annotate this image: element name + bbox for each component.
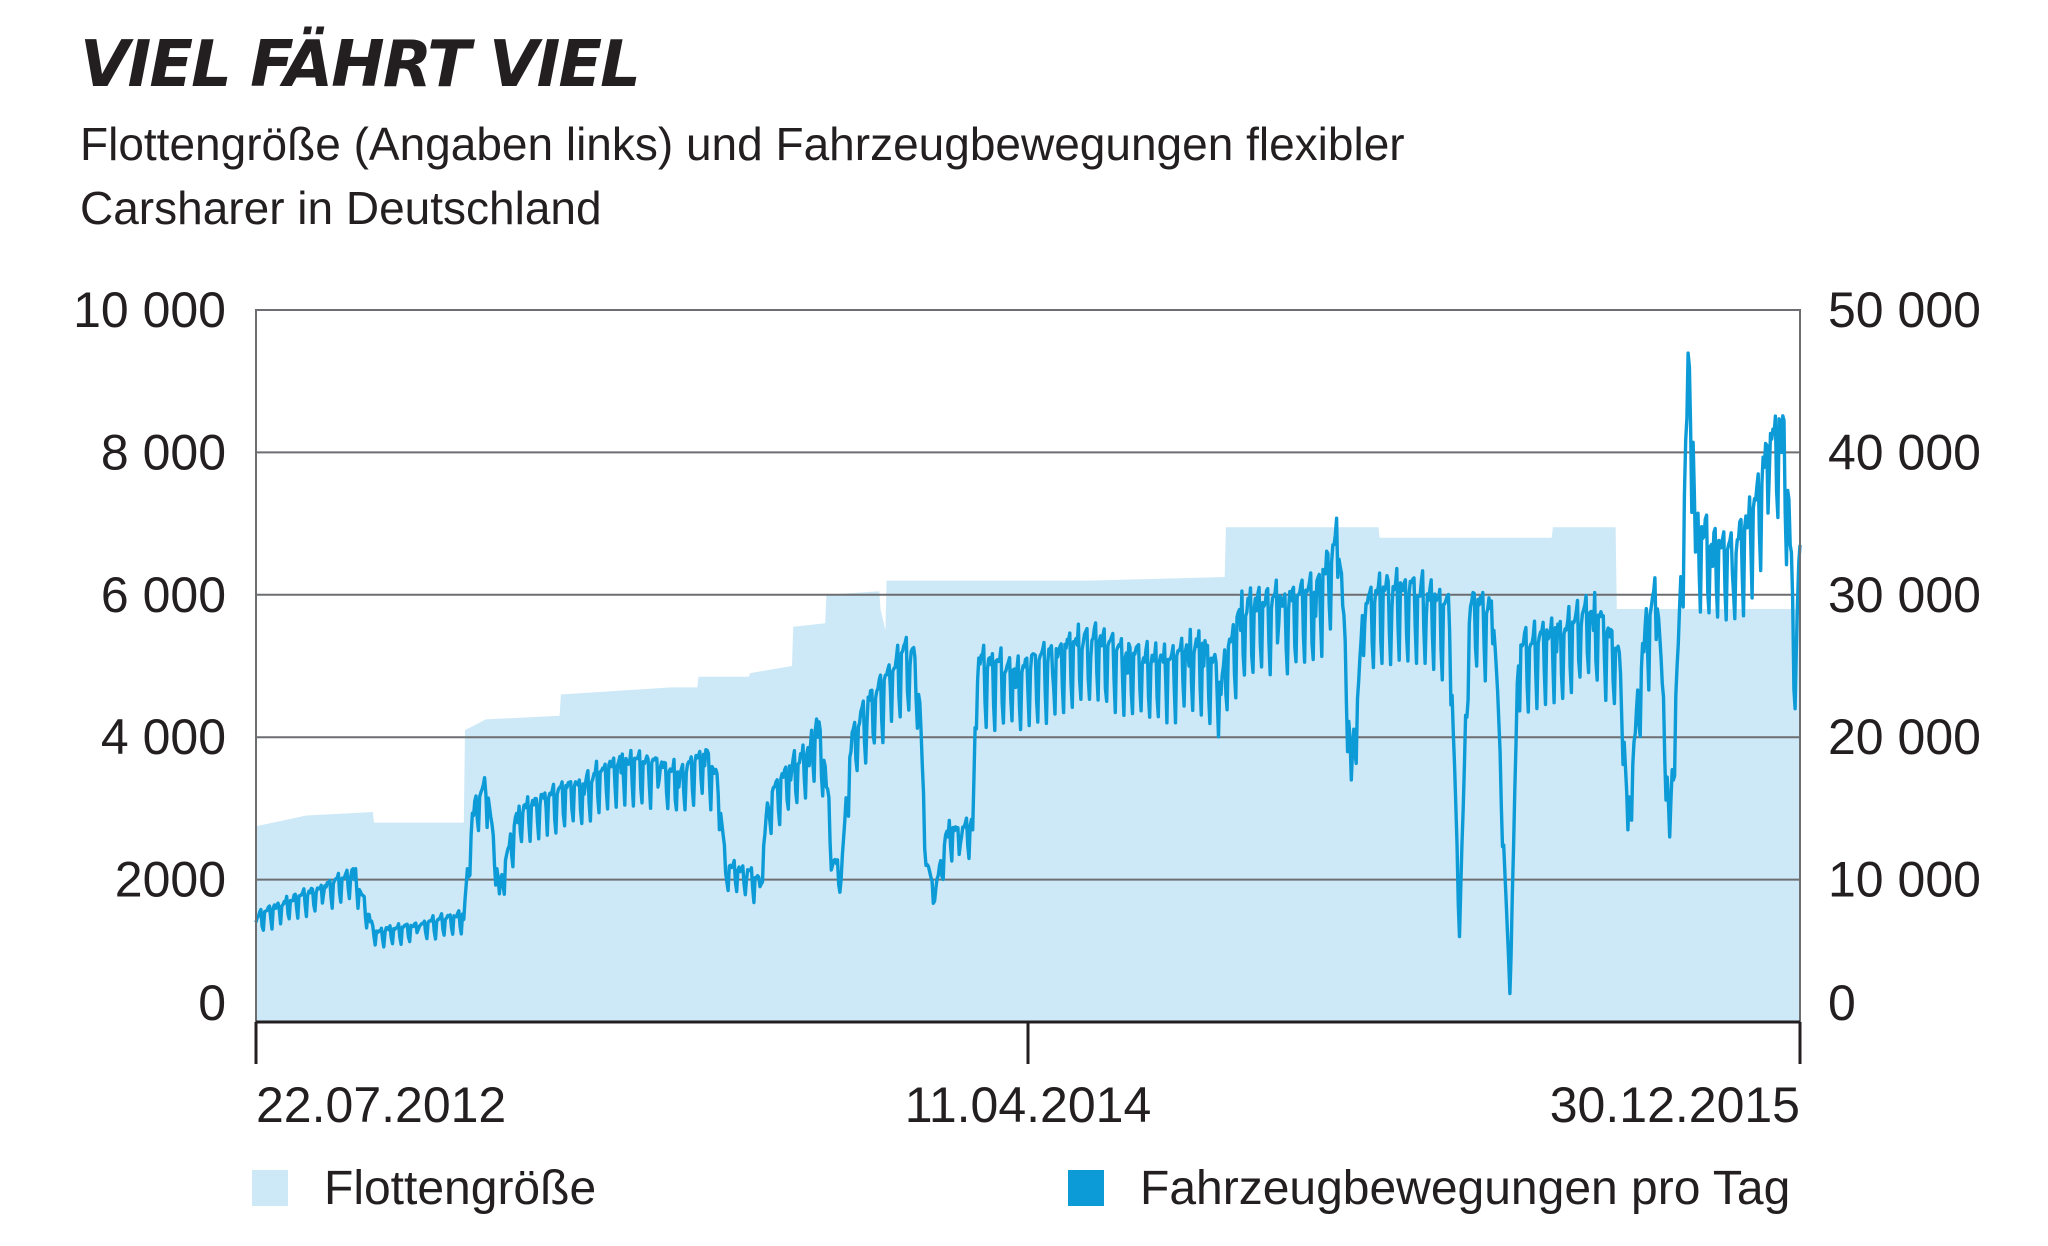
x-tick-label: 30.12.2015: [1550, 1077, 1800, 1133]
y-right-tick-label: 10 000: [1828, 852, 1981, 908]
legend-label-fleet: Flottengröße: [324, 1161, 597, 1215]
chart-title: VIEL FÄHRT VIEL: [80, 28, 641, 102]
y-left-tick-label: 4 000: [101, 709, 226, 765]
chart-subtitle: Flottengröße (Angaben links) und Fahrzeu…: [80, 118, 1405, 234]
movements-line: [254, 351, 1802, 996]
chart-canvas: 22.07.2012 11.04.2014 30.12.2015 0 2000 4 000…: [73, 282, 1981, 1133]
y-left-tick-label: 10 000: [73, 282, 226, 338]
fleet-area: [256, 527, 1800, 1022]
y-right-tick-label: 40 000: [1828, 424, 1981, 480]
y-right-tick-label: 0: [1828, 975, 1856, 1031]
y-right-tick-label: 30 000: [1828, 567, 1981, 623]
x-tick-label: 11.04.2014: [905, 1077, 1152, 1133]
legend-swatch-movements: [1068, 1170, 1104, 1206]
y-left-tick-label: 2000: [115, 852, 226, 908]
legend-item-movements: Fahrzeugbewegungen pro Tag: [1068, 1158, 1790, 1218]
legend-item-fleet: Flottengröße: [252, 1158, 596, 1218]
y-left-tick-label: 8 000: [101, 424, 226, 480]
y-right-tick-label: 50 000: [1828, 282, 1981, 338]
x-tick-label: 22.07.2012: [256, 1077, 506, 1133]
legend-label-movements: Fahrzeugbewegungen pro Tag: [1140, 1161, 1791, 1215]
legend-swatch-fleet: [252, 1170, 288, 1206]
y-left-tick-label: 0: [198, 975, 226, 1031]
y-left-tick-label: 6 000: [101, 567, 226, 623]
y-right-tick-label: 20 000: [1828, 709, 1981, 765]
